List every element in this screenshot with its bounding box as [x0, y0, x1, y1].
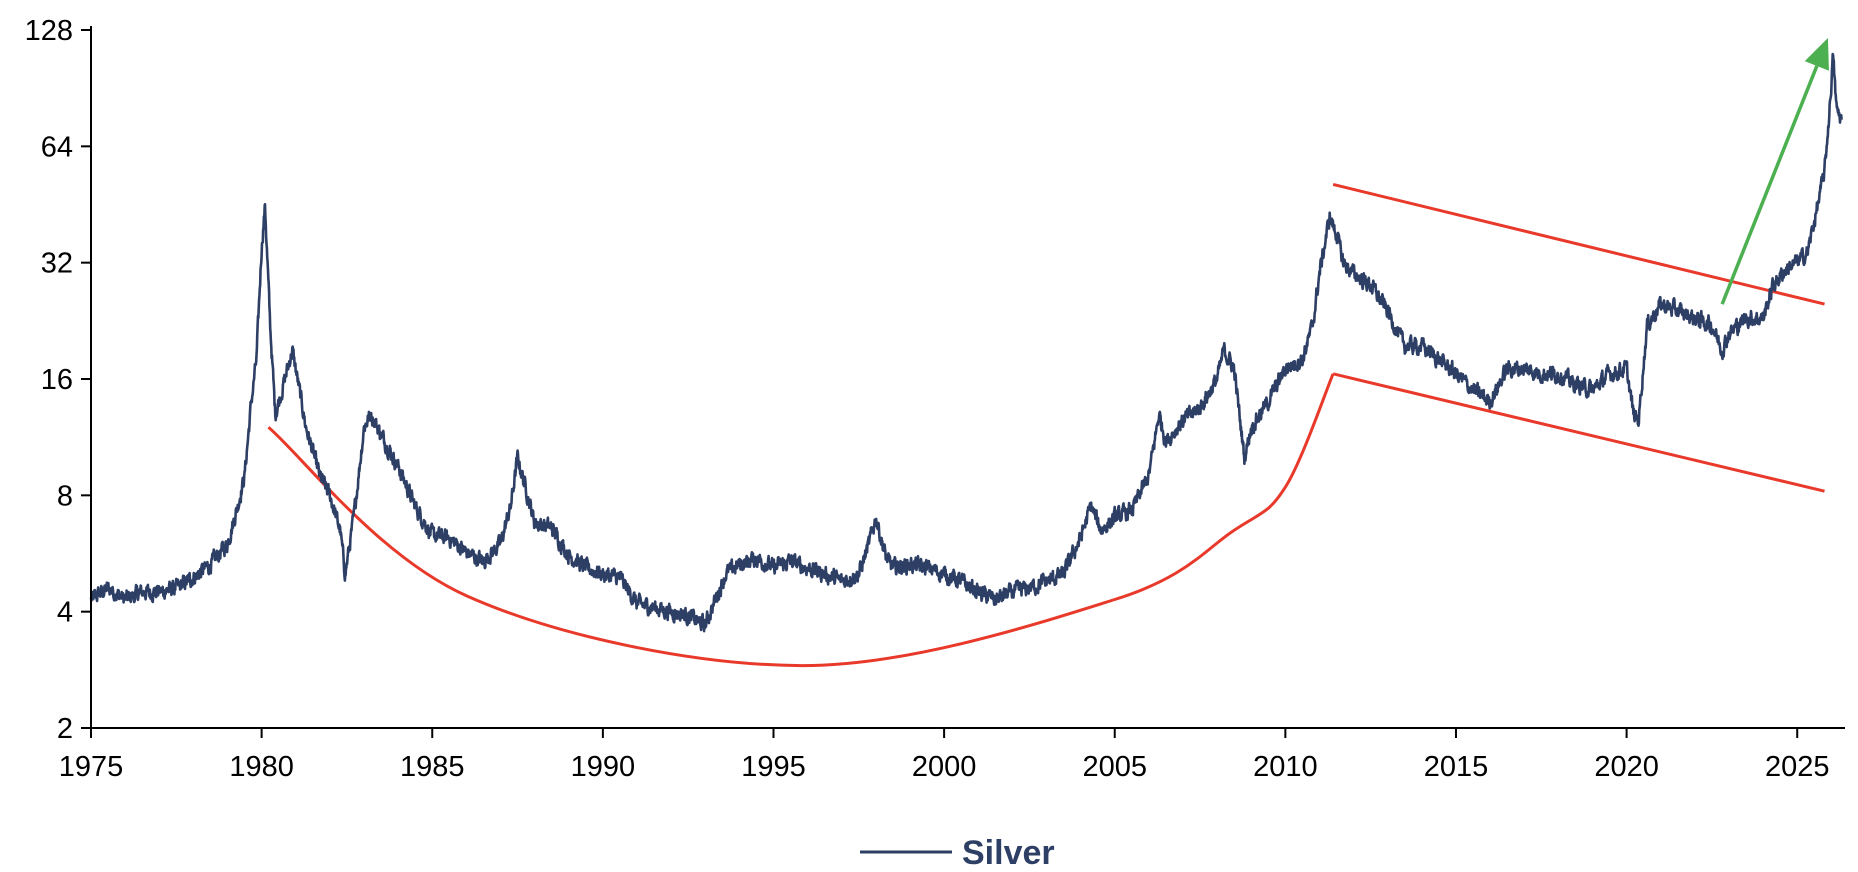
y-tick-label: 64 — [41, 131, 73, 163]
y-tick-label: 128 — [25, 15, 73, 47]
x-tick-label: 2025 — [1765, 751, 1830, 783]
x-tick-label: 2020 — [1594, 751, 1659, 783]
x-tick-label: 1990 — [571, 751, 636, 783]
annotation-layer — [267, 38, 1829, 668]
legend: Silver — [860, 834, 1055, 872]
y-tick-label: 32 — [41, 248, 73, 280]
breakout-arrow-head — [1804, 38, 1829, 71]
series-layer — [89, 52, 1843, 633]
x-tick-label: 2005 — [1082, 751, 1147, 783]
trend-line-annotation — [1332, 182, 1825, 306]
x-tick-label: 2010 — [1253, 751, 1318, 783]
x-tick-label: 2000 — [912, 751, 977, 783]
y-tick-label: 16 — [41, 364, 73, 396]
axes: 2 4 8 16 32 64 128 1975 1980 1985 1990 1995 2000 2005… — [25, 15, 1845, 783]
x-tick-label: 1985 — [400, 751, 465, 783]
x-tick-label: 2015 — [1424, 751, 1489, 783]
cup-curve-annotation — [267, 373, 1335, 668]
trend-line-annotation — [1332, 372, 1825, 493]
x-tick-label: 1995 — [741, 751, 806, 783]
x-tick-label: 1980 — [229, 751, 294, 783]
silver-series-line — [89, 52, 1843, 633]
legend-label-silver: Silver — [962, 834, 1055, 872]
breakout-arrow-shaft — [1720, 65, 1819, 305]
y-tick-label: 8 — [57, 480, 73, 512]
y-tick-label: 4 — [57, 597, 73, 629]
x-tick-label: 1975 — [59, 751, 124, 783]
y-tick-label: 2 — [57, 713, 73, 745]
